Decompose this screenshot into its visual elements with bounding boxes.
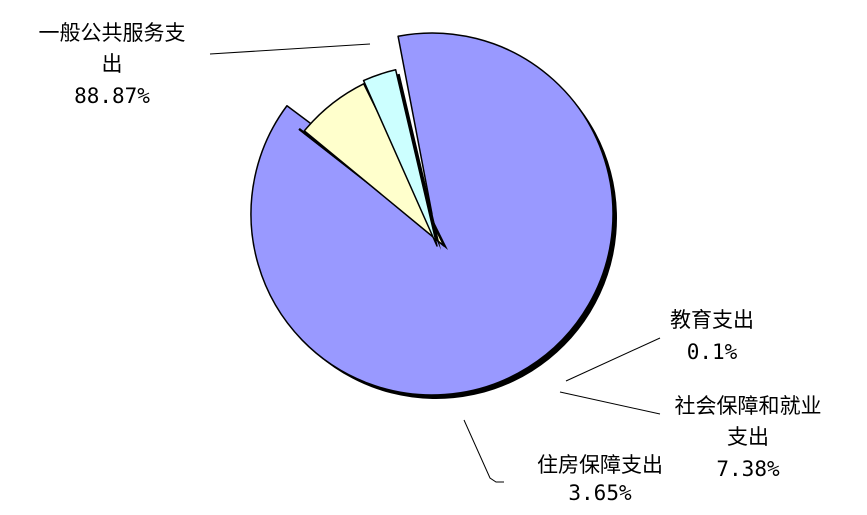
slice-label-2-line-0: 社会保障和就业 <box>675 394 822 418</box>
slice-label-3-line-0: 住房保障支出 <box>537 453 663 477</box>
slice-value-label-3: 3.65% <box>568 481 632 505</box>
slice-label-2-line-1: 支出 <box>727 425 769 449</box>
leader-line-1 <box>565 337 661 382</box>
leader-line-3 <box>463 419 504 483</box>
pie-slice-3 <box>362 69 438 247</box>
leader-line-2 <box>559 391 661 415</box>
slice-label-0-line-1: 出 <box>102 52 123 76</box>
slice-label-0-line-0: 一般公共服务支 <box>39 21 186 45</box>
pie-slice-2 <box>303 83 445 247</box>
slice-value-label-2: 7.38% <box>716 457 780 481</box>
leader-line-0 <box>209 43 371 55</box>
slice-label-1-line-0: 教育支出 <box>670 308 754 332</box>
slice-value-label-0: 88.87% <box>74 84 150 108</box>
slice-value-label-1: 0.1% <box>687 340 738 364</box>
